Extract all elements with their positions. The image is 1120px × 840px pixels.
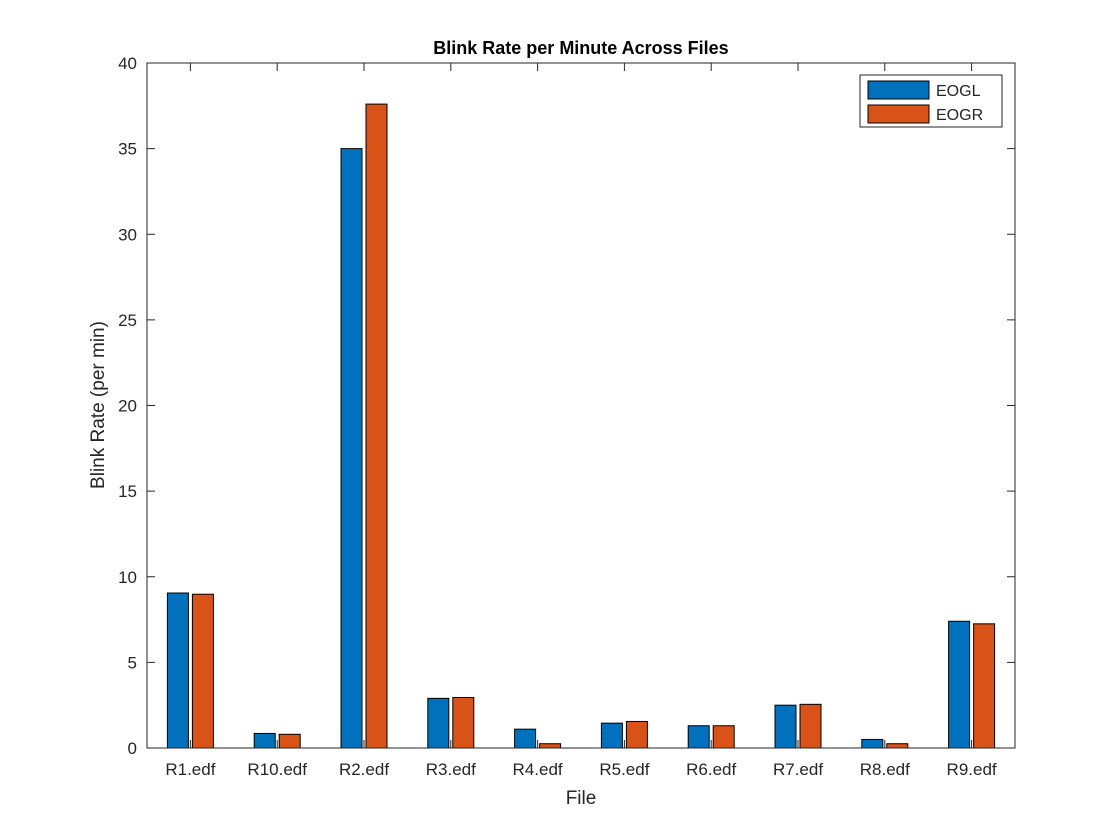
- y-axis-ticks: 0 5 10 15 20 25 30 35 40: [118, 54, 1015, 758]
- bar-eogl-r9-edf: [948, 620, 971, 749]
- bar-eogl-r2-edf: [340, 148, 363, 749]
- bar-eogl-r10-edf: [253, 732, 276, 749]
- x-tick-label: R3.edf: [426, 760, 476, 779]
- bar-eogr-r1-edf: [191, 593, 214, 749]
- y-tick-label: 25: [118, 311, 137, 330]
- x-tick-label: R6.edf: [686, 760, 736, 779]
- bars-group: [166, 103, 996, 749]
- y-tick-label: 0: [128, 739, 137, 758]
- bar-eogr-r3-edf: [452, 696, 475, 749]
- x-tick-label: R9.edf: [947, 760, 997, 779]
- y-tick-label: 40: [118, 54, 137, 73]
- x-tick-label: R1.edf: [165, 760, 215, 779]
- x-tick-label: R10.edf: [247, 760, 307, 779]
- plot-area: [147, 63, 1015, 748]
- chart-title: Blink Rate per Minute Across Files: [433, 38, 728, 58]
- legend-swatch-eogl: [867, 80, 930, 100]
- y-axis-label: Blink Rate (per min): [88, 321, 109, 489]
- x-axis-ticks: R1.edf R10.edf R2.edf R3.edf R4.edf R5.edf R6.…: [165, 63, 997, 779]
- legend-label-eogr: EOGR: [936, 107, 983, 124]
- bar-eogr-r4-edf: [539, 743, 562, 749]
- bar-eogl-r7-edf: [774, 704, 797, 749]
- x-tick-label: R5.edf: [599, 760, 649, 779]
- bar-eogl-r3-edf: [427, 697, 450, 749]
- bar-eogr-r2-edf: [365, 103, 388, 749]
- x-tick-label: R7.edf: [773, 760, 823, 779]
- legend-label-eogl: EOGL: [936, 83, 981, 100]
- bar-eogl-r5-edf: [600, 722, 623, 749]
- bar-eogr-r7-edf: [799, 703, 822, 749]
- y-tick-label: 35: [118, 140, 137, 159]
- bar-eogl-r4-edf: [514, 728, 537, 749]
- y-tick-label: 15: [118, 482, 137, 501]
- legend: EOGL EOGR: [859, 74, 1003, 128]
- y-tick-label: 20: [118, 397, 137, 416]
- bar-eogr-r8-edf: [886, 743, 909, 749]
- x-axis-label: File: [566, 788, 597, 809]
- bar-eogr-r5-edf: [625, 720, 648, 749]
- y-tick-label: 5: [128, 653, 137, 672]
- y-tick-label: 30: [118, 225, 137, 244]
- bar-eogr-r6-edf: [712, 725, 735, 749]
- bar-eogl-r6-edf: [687, 725, 710, 749]
- bar-eogl-r8-edf: [861, 738, 884, 749]
- bar-eogl-r1-edf: [166, 592, 189, 749]
- x-tick-label: R4.edf: [513, 760, 563, 779]
- x-tick-label: R2.edf: [339, 760, 389, 779]
- bar-eogr-r9-edf: [973, 623, 996, 749]
- y-tick-label: 10: [118, 568, 137, 587]
- bar-eogr-r10-edf: [278, 733, 301, 749]
- x-tick-label: R8.edf: [860, 760, 910, 779]
- legend-swatch-eogr: [867, 104, 930, 124]
